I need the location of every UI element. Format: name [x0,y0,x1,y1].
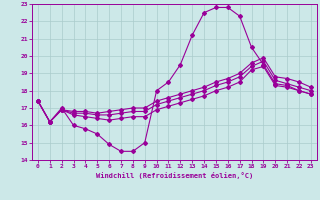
X-axis label: Windchill (Refroidissement éolien,°C): Windchill (Refroidissement éolien,°C) [96,172,253,179]
